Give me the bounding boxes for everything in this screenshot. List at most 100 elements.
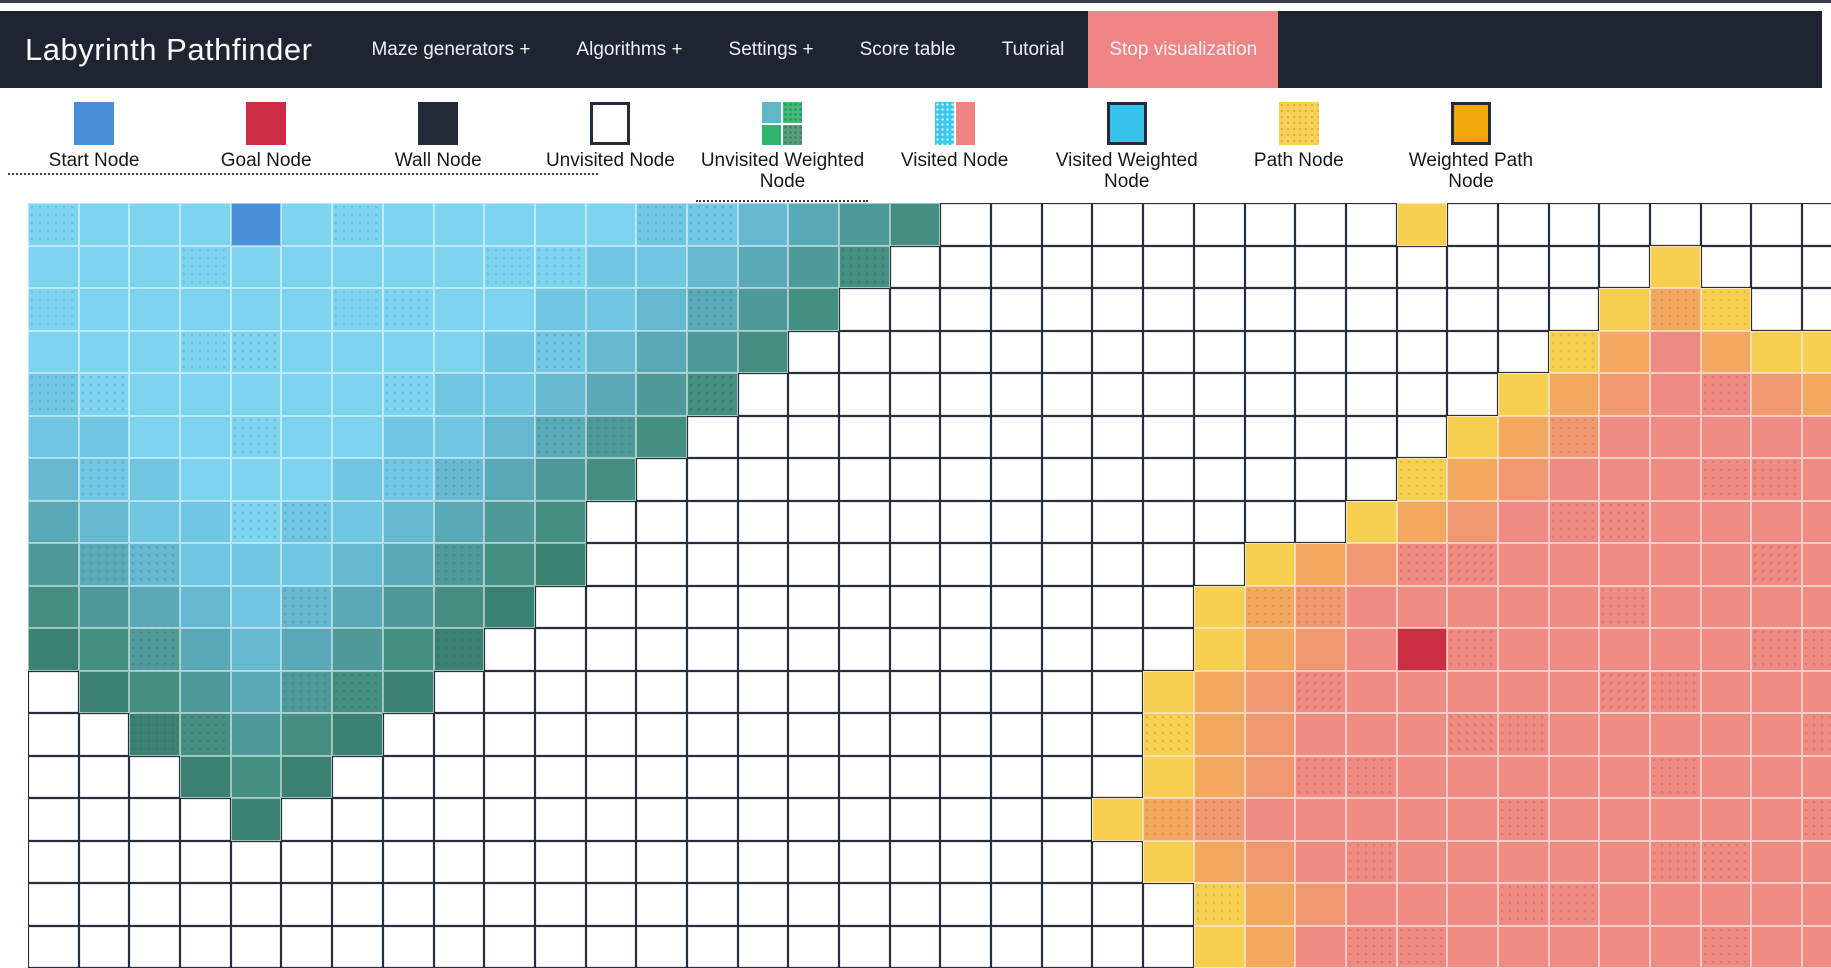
grid-cell[interactable] [1194,926,1245,968]
grid-cell[interactable] [1802,501,1831,544]
grid-cell[interactable] [129,756,180,799]
grid-cell[interactable] [1346,416,1397,459]
grid-cell[interactable] [180,458,231,501]
grid-cell[interactable] [991,841,1042,884]
grid-cell[interactable] [940,798,991,841]
grid-cell[interactable] [1498,373,1549,416]
grid-cell[interactable] [332,586,383,629]
grid-cell[interactable] [687,416,738,459]
grid-cell[interactable] [1751,246,1802,289]
grid-cell[interactable] [687,926,738,968]
grid-cell[interactable] [383,798,434,841]
grid-cell[interactable] [738,246,789,289]
grid-cell[interactable] [1650,416,1701,459]
grid-cell[interactable] [28,586,79,629]
grid-cell[interactable] [383,586,434,629]
grid-cell[interactable] [1447,501,1498,544]
grid-cell[interactable] [231,586,282,629]
grid-cell[interactable] [1042,671,1093,714]
grid-cell[interactable] [1447,331,1498,374]
grid-cell[interactable] [788,713,839,756]
grid-cell[interactable] [1042,543,1093,586]
grid-cell[interactable] [332,373,383,416]
grid-cell[interactable] [79,543,130,586]
grid-cell[interactable] [231,246,282,289]
grid-cell[interactable] [180,756,231,799]
grid-cell[interactable] [738,713,789,756]
grid-cell[interactable] [129,373,180,416]
grid-cell[interactable] [1751,926,1802,968]
grid-cell[interactable] [1042,288,1093,331]
grid-cell[interactable] [636,628,687,671]
grid-cell[interactable] [788,416,839,459]
grid-cell[interactable] [1549,543,1600,586]
grid-cell[interactable] [1143,416,1194,459]
grid-cell[interactable] [180,246,231,289]
grid-cell[interactable] [991,331,1042,374]
grid-cell[interactable] [231,713,282,756]
grid-cell[interactable] [1599,628,1650,671]
grid-cell[interactable] [1447,671,1498,714]
grid-cell[interactable] [839,416,890,459]
grid-cell[interactable] [890,416,941,459]
grid-cell[interactable] [535,713,586,756]
grid-cell[interactable] [1346,841,1397,884]
grid-cell[interactable] [687,203,738,246]
grid-cell[interactable] [281,671,332,714]
grid-cell[interactable] [180,713,231,756]
grid-cell[interactable] [636,756,687,799]
grid-cell[interactable] [788,543,839,586]
grid-cell[interactable] [1295,246,1346,289]
grid-cell[interactable] [636,713,687,756]
grid-cell[interactable] [1447,798,1498,841]
grid-cell[interactable] [1092,416,1143,459]
grid-cell[interactable] [1802,458,1831,501]
grid-cell[interactable] [1802,926,1831,968]
grid-cell[interactable] [1447,543,1498,586]
grid-cell[interactable] [484,288,535,331]
grid-cell[interactable] [991,798,1042,841]
grid-cell[interactable] [1092,586,1143,629]
grid-cell[interactable] [28,246,79,289]
grid-cell[interactable] [129,331,180,374]
grid-cell[interactable] [586,416,637,459]
grid-cell[interactable] [1447,756,1498,799]
grid-cell[interactable] [1650,501,1701,544]
grid-cell[interactable] [1650,458,1701,501]
grid-cell[interactable] [1295,841,1346,884]
grid-cell[interactable] [129,926,180,968]
grid-cell[interactable] [1751,501,1802,544]
grid-cell[interactable] [180,331,231,374]
grid-cell[interactable] [1447,373,1498,416]
grid-cell[interactable] [1599,883,1650,926]
grid-cell[interactable] [1650,756,1701,799]
grid-cell[interactable] [1549,756,1600,799]
grid-cell[interactable] [332,926,383,968]
grid-cell[interactable] [332,331,383,374]
grid-cell[interactable] [839,586,890,629]
grid-cell[interactable] [281,543,332,586]
grid-cell[interactable] [1549,416,1600,459]
grid-cell[interactable] [586,628,637,671]
grid-cell[interactable] [1447,246,1498,289]
grid-cell[interactable] [1143,501,1194,544]
grid-cell[interactable] [738,671,789,714]
grid-cell[interactable] [1701,586,1752,629]
grid-cell[interactable] [586,798,637,841]
grid-cell[interactable] [1599,246,1650,289]
grid-cell[interactable] [434,628,485,671]
grid-cell[interactable] [890,926,941,968]
grid-cell[interactable] [1042,246,1093,289]
grid-cell[interactable] [535,416,586,459]
grid-cell[interactable] [1549,883,1600,926]
grid-cell[interactable] [738,458,789,501]
grid-cell[interactable] [1346,331,1397,374]
grid-cell[interactable] [231,883,282,926]
grid-cell[interactable] [129,798,180,841]
grid-cell[interactable] [1143,671,1194,714]
grid-cell[interactable] [79,246,130,289]
grid-cell[interactable] [1549,713,1600,756]
grid-cell[interactable] [231,841,282,884]
grid-cell[interactable] [79,756,130,799]
grid-cell[interactable] [1447,713,1498,756]
